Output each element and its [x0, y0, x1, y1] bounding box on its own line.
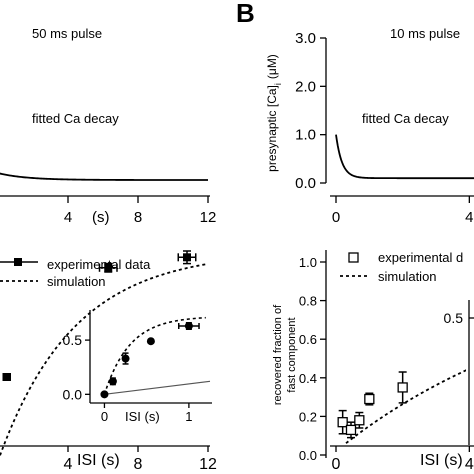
y-tick-label: 0.4 — [299, 371, 317, 386]
panel-a-bottom-chart: experimental data simulation ISI (s) ISI… — [0, 250, 230, 473]
inset-x-tick-label: 1 — [185, 409, 192, 424]
annotation-pulse: 50 ms pulse — [32, 26, 102, 41]
legend-label-simulation: simulation — [47, 274, 106, 289]
annotation-fit: fitted Ca decay — [32, 111, 119, 126]
data-point — [354, 415, 365, 426]
inset-data-point — [184, 322, 193, 331]
inset-background — [466, 295, 474, 445]
panel-a-top-chart: 50 ms pulse fitted Ca decay (s) 4 8 12 — [0, 26, 216, 226]
inset-data-point — [108, 377, 117, 386]
x-axis-title: ISI (s) — [77, 452, 120, 469]
y-axis-title-line-2: fast component — [286, 317, 298, 392]
y-tick-label: 0.0 — [295, 175, 316, 192]
legend-label-simulation: simulation — [378, 269, 437, 284]
panel-b-top-chart: 10 ms pulse fitted Ca decay presynaptic … — [265, 26, 474, 226]
x-tick-label: 4 — [64, 209, 72, 226]
data-point — [364, 393, 375, 405]
panel-b-label-group: B — [236, 0, 255, 28]
y-tick-label: 0.0 — [299, 448, 317, 463]
inset-data-point — [100, 390, 109, 399]
inset-x-axis-title: ISI (s) — [125, 409, 160, 424]
panel-a-inset: ISI (s) 0.0 0.5 0 1 — [63, 310, 230, 424]
y-axis-title-line-1: recovered fraction of — [272, 304, 284, 405]
y-tick-label: 1.0 — [299, 255, 317, 270]
y-axis-title-main: presynaptic [Ca] — [265, 85, 279, 172]
y-tick-label: 1.0 — [295, 127, 316, 144]
x-tick-label: 12 — [199, 456, 217, 473]
simulation-curve — [0, 263, 209, 459]
x-tick-label: 0 — [332, 456, 341, 473]
simulation-curve — [345, 365, 474, 444]
x-tick-label: 12 — [200, 209, 217, 226]
x-tick-label: 4 — [64, 456, 73, 473]
x-tick-label: 0 — [332, 209, 340, 226]
x-axis-title: ISI (s) — [420, 452, 463, 469]
panel-b-bottom-chart: recovered fraction of fast component exp… — [272, 250, 474, 473]
data-point — [337, 417, 348, 428]
inset-y-tick-label: 0.5 — [63, 332, 83, 348]
inset-background — [90, 310, 230, 408]
y-axis-title-subscript: i — [273, 83, 283, 85]
data-point — [397, 382, 408, 393]
y-tick-label: 0.6 — [299, 332, 317, 347]
y-tick-label: 3.0 — [295, 30, 316, 47]
y-tick-label: 0.2 — [299, 409, 317, 424]
data-point — [104, 263, 113, 272]
inset-y-tick-label: 0.0 — [63, 386, 83, 402]
inset-y-tick-label: 0.5 — [444, 310, 464, 326]
x-tick-label: 8 — [134, 209, 142, 226]
y-tick-label: 0.8 — [299, 294, 317, 309]
decay-curve — [0, 172, 208, 181]
y-axis-title: presynaptic [Ca]i (μM) — [265, 54, 283, 172]
data-point — [2, 373, 11, 381]
decay-curve — [335, 134, 474, 180]
annotation-pulse: 10 ms pulse — [390, 26, 460, 41]
annotation-fit: fitted Ca decay — [362, 111, 449, 126]
x-unit-label: (s) — [92, 209, 110, 226]
x-tick-label: 4 — [465, 456, 474, 473]
inset-data-point — [146, 337, 155, 346]
x-tick-label: 4 — [465, 209, 473, 226]
inset-x-tick-label: 0 — [101, 409, 108, 424]
y-tick-label: 2.0 — [295, 78, 316, 95]
inset-data-point — [121, 354, 130, 363]
inset-reference-line — [104, 380, 211, 395]
data-point — [345, 424, 357, 436]
panel-label-b: B — [236, 0, 255, 28]
inset-fit-curve — [103, 316, 206, 395]
legend-label-experimental: experimental d — [378, 250, 463, 265]
x-tick-label: 8 — [134, 456, 143, 473]
legend-marker-experimental — [348, 252, 359, 263]
data-point — [183, 253, 191, 262]
y-axis-title-unit: (μM) — [265, 54, 279, 79]
